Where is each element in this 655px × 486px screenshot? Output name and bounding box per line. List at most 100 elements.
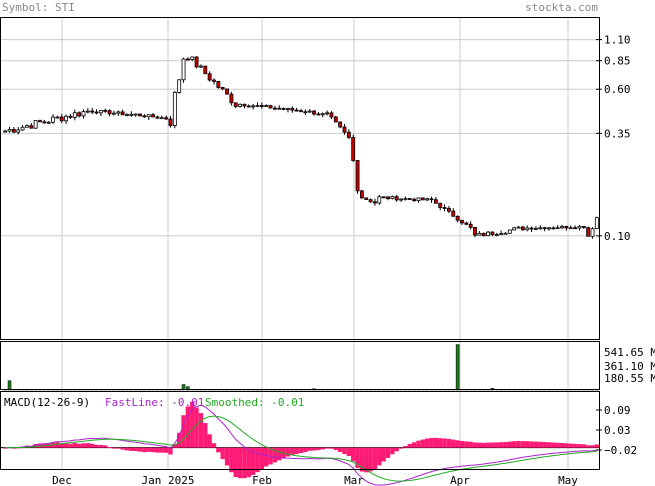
candle-body (46, 121, 51, 124)
macd-histogram-bar (342, 447, 347, 455)
candle-body (190, 56, 195, 60)
candle-body (355, 160, 360, 192)
macd-histogram-bar (303, 447, 308, 453)
price-tick-label: 0.35 (604, 127, 631, 140)
candle-body (460, 219, 464, 224)
macd-histogram-bar (572, 443, 578, 448)
candle-body (568, 227, 573, 230)
candle-body (359, 190, 364, 199)
candle-body (81, 111, 86, 117)
candle-body (177, 79, 182, 93)
candle-body (233, 102, 238, 107)
macd-histogram-bar (233, 447, 238, 478)
macd-histogram-bar (37, 443, 43, 448)
macd-histogram-bar (324, 447, 330, 449)
macd-histogram-bar (372, 447, 378, 470)
macd-histogram-bar (198, 413, 204, 448)
candle-body (3, 130, 8, 133)
candle-body (151, 114, 156, 118)
candle-body (525, 227, 530, 231)
candle-body (312, 110, 316, 115)
candle-body (394, 196, 399, 201)
candle-body (390, 196, 395, 200)
macd-histogram-bar (255, 447, 260, 473)
site-label[interactable]: stockta.com (525, 1, 598, 14)
macd-histogram-bar (551, 442, 556, 448)
candle-body (94, 111, 99, 114)
macd-histogram-bar (568, 443, 573, 448)
macd-histogram-bar (581, 444, 586, 448)
volume-tick-label: 361.10 M (604, 360, 655, 373)
candle-body (255, 105, 260, 107)
macd-histogram-bar (229, 447, 234, 473)
candle-body (120, 111, 125, 116)
candle-body (338, 121, 343, 128)
macd-histogram-bar (503, 442, 508, 448)
candle-body (351, 137, 356, 161)
candle-body (403, 198, 408, 200)
candle-body (51, 116, 55, 123)
macd-histogram-bar (320, 447, 325, 450)
macd-histogram-bar (177, 432, 182, 448)
candle-body (346, 131, 351, 138)
macd-histogram-bar (337, 447, 343, 452)
macd-histogram-bar (81, 443, 86, 448)
candle-body (442, 207, 447, 209)
date-tick-label: Apr (450, 474, 470, 486)
macd-histogram-bar (103, 445, 108, 448)
macd-histogram-bar (190, 401, 195, 448)
candle-body (499, 233, 504, 236)
macd-histogram-bar (98, 444, 104, 448)
macd-histogram-bar (133, 447, 138, 452)
candle-body (242, 103, 247, 107)
macd-histogram-bar (446, 438, 452, 448)
candle-body (238, 103, 243, 107)
candle-body (416, 197, 421, 202)
macd-histogram-bar (107, 446, 112, 448)
candle-body (216, 81, 221, 88)
date-tick-label: Mar (344, 474, 364, 486)
candle-body (533, 227, 538, 230)
macd-histogram-bar (307, 447, 312, 451)
candle-body (586, 227, 591, 237)
macd-histogram-bar (564, 443, 569, 448)
macd-histogram-bar (481, 442, 486, 448)
candle-body (246, 105, 251, 108)
macd-histogram-bar (159, 447, 164, 453)
candle-body (464, 222, 469, 225)
macd-histogram-bar (11, 447, 17, 449)
candle-body (168, 118, 173, 126)
candle-body (259, 105, 264, 107)
macd-histogram-bar (520, 441, 526, 448)
macd-histogram-bar (368, 447, 373, 472)
candle-body (281, 108, 286, 110)
candle-body (20, 126, 25, 131)
macd-histogram-bar (259, 447, 265, 470)
price-tick-label: 1.10 (604, 34, 631, 47)
volume-series (3, 344, 599, 391)
candle-body (468, 223, 473, 228)
macd-histogram-bar (507, 441, 512, 448)
candle-body (455, 215, 460, 221)
candle-body (373, 201, 377, 204)
macd-histogram-bar (472, 442, 478, 448)
candle-body (542, 227, 547, 230)
volume-tick-label: 180.55 M (604, 372, 655, 385)
macd-histogram-bar (490, 442, 495, 448)
candle-body (425, 198, 430, 201)
macd-histogram-bar (420, 439, 425, 448)
macd-histogram-bar (250, 447, 256, 475)
candle-body (590, 228, 595, 237)
candle-body (251, 105, 256, 108)
macd-histogram-bar (203, 423, 208, 448)
candle-body (368, 199, 373, 203)
macd-histogram-bar (424, 438, 430, 448)
macd-histogram-bar (511, 441, 517, 448)
candle-body (64, 115, 69, 122)
candle-body (212, 79, 216, 82)
macd-histogram-bar (207, 434, 212, 448)
candle-body (155, 116, 160, 119)
macd-histogram-bar (529, 441, 534, 448)
candle-body (316, 113, 321, 116)
candle-body (85, 110, 90, 113)
